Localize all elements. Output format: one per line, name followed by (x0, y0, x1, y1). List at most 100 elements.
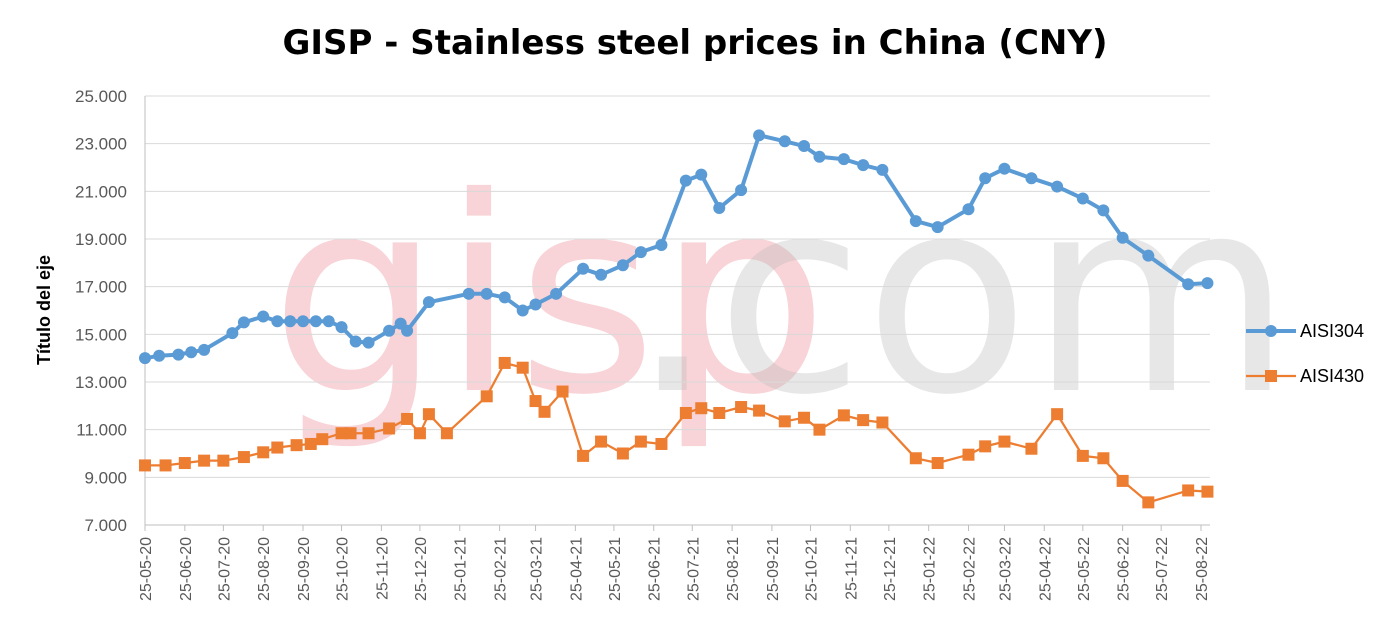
data-point (1025, 442, 1038, 455)
y-tick-label: 23.000 (75, 135, 127, 154)
data-point (876, 416, 889, 429)
data-point (462, 287, 475, 300)
data-point (198, 343, 211, 356)
data-point (1076, 449, 1089, 462)
data-point (655, 437, 668, 450)
data-point (139, 352, 151, 365)
data-point (529, 395, 542, 408)
data-point (226, 327, 239, 340)
data-point (217, 454, 230, 467)
data-point (172, 348, 185, 361)
data-point (139, 459, 151, 472)
chart-title: GISP - Stainless steel prices in China (… (282, 23, 1107, 63)
x-tick-label: 25-12-20 (413, 537, 430, 601)
data-point (1025, 172, 1038, 185)
x-tick-label: 25-09-21 (765, 537, 782, 601)
x-tick-label: 25-05-20 (138, 537, 155, 601)
data-point (634, 246, 647, 259)
data-point (962, 448, 975, 461)
series-aisi430 (139, 356, 1214, 509)
data-point (798, 411, 811, 424)
data-point (422, 408, 435, 421)
data-point (498, 291, 511, 304)
data-point (290, 439, 303, 452)
data-point (297, 315, 310, 328)
data-point (284, 315, 297, 328)
legend-swatch-marker (1265, 325, 1277, 337)
x-tick-label: 25-11-21 (843, 537, 860, 600)
data-point (634, 435, 647, 448)
data-point (595, 268, 608, 281)
data-point (1201, 277, 1214, 290)
y-tick-label: 7.000 (84, 516, 127, 535)
data-point (577, 449, 590, 462)
data-point (304, 437, 317, 450)
data-point (1097, 204, 1110, 217)
x-tick-label: 25-12-21 (882, 537, 899, 601)
data-point (556, 385, 569, 398)
data-point (1097, 452, 1110, 465)
x-tick-label: 25-06-20 (178, 537, 195, 601)
data-point (516, 361, 529, 374)
data-point (931, 221, 944, 234)
data-point (1051, 180, 1064, 193)
data-point (185, 346, 198, 359)
data-point (422, 296, 435, 309)
data-point (498, 356, 511, 369)
data-point (616, 447, 629, 460)
data-point (798, 140, 811, 153)
data-point (237, 316, 250, 329)
x-tick-label: 25-08-22 (1194, 537, 1211, 601)
data-point (401, 412, 414, 425)
data-point (962, 203, 975, 216)
data-point (322, 315, 335, 328)
legend-label: AISI430 (1300, 366, 1364, 386)
y-tick-label: 11.000 (76, 421, 127, 440)
data-point (679, 406, 692, 419)
x-tick-label: 25-04-21 (568, 537, 585, 601)
axes (144, 96, 1210, 531)
x-tick-label: 25-07-22 (1154, 537, 1171, 601)
data-point (271, 315, 284, 328)
data-point (1182, 484, 1195, 497)
legend-item-aisi304: AISI304 (1246, 321, 1364, 341)
data-point (837, 409, 850, 422)
data-point (616, 259, 629, 272)
data-point (383, 422, 396, 435)
data-point (577, 262, 590, 275)
x-tick-label: 25-01-22 (922, 537, 939, 601)
data-point (713, 202, 726, 215)
data-point (516, 304, 529, 317)
data-point (349, 335, 362, 348)
data-point (383, 324, 396, 337)
data-point (998, 435, 1011, 448)
series-aisi304 (139, 129, 1214, 365)
data-point (695, 402, 708, 415)
data-point (876, 163, 889, 176)
data-point (538, 405, 551, 418)
data-point (909, 215, 922, 228)
y-tick-label: 17.000 (75, 278, 127, 297)
data-point (480, 287, 493, 300)
data-point (178, 457, 191, 470)
y-tick-label: 9.000 (84, 468, 127, 487)
gridlines (145, 95, 1210, 526)
data-point (998, 162, 1011, 175)
x-tick-label: 25-07-21 (685, 537, 702, 601)
data-point (595, 435, 608, 448)
data-point (271, 441, 284, 454)
x-tick-label: 25-01-21 (453, 537, 470, 601)
data-point (362, 427, 375, 440)
legend: AISI304 AISI430 (1246, 321, 1364, 386)
x-tick-labels: 25-05-20 25-06-20 25-07-20 25-08-20 25-09-20… (138, 537, 1211, 601)
data-point (713, 406, 726, 419)
data-point (655, 238, 668, 251)
data-point (931, 457, 944, 470)
data-point (480, 390, 493, 403)
data-point (695, 168, 708, 181)
data-point (1116, 474, 1129, 487)
x-tick-label: 25-06-21 (647, 537, 664, 601)
legend-item-aisi430: AISI430 (1246, 366, 1364, 386)
x-tick-label: 25-09-20 (296, 537, 313, 601)
